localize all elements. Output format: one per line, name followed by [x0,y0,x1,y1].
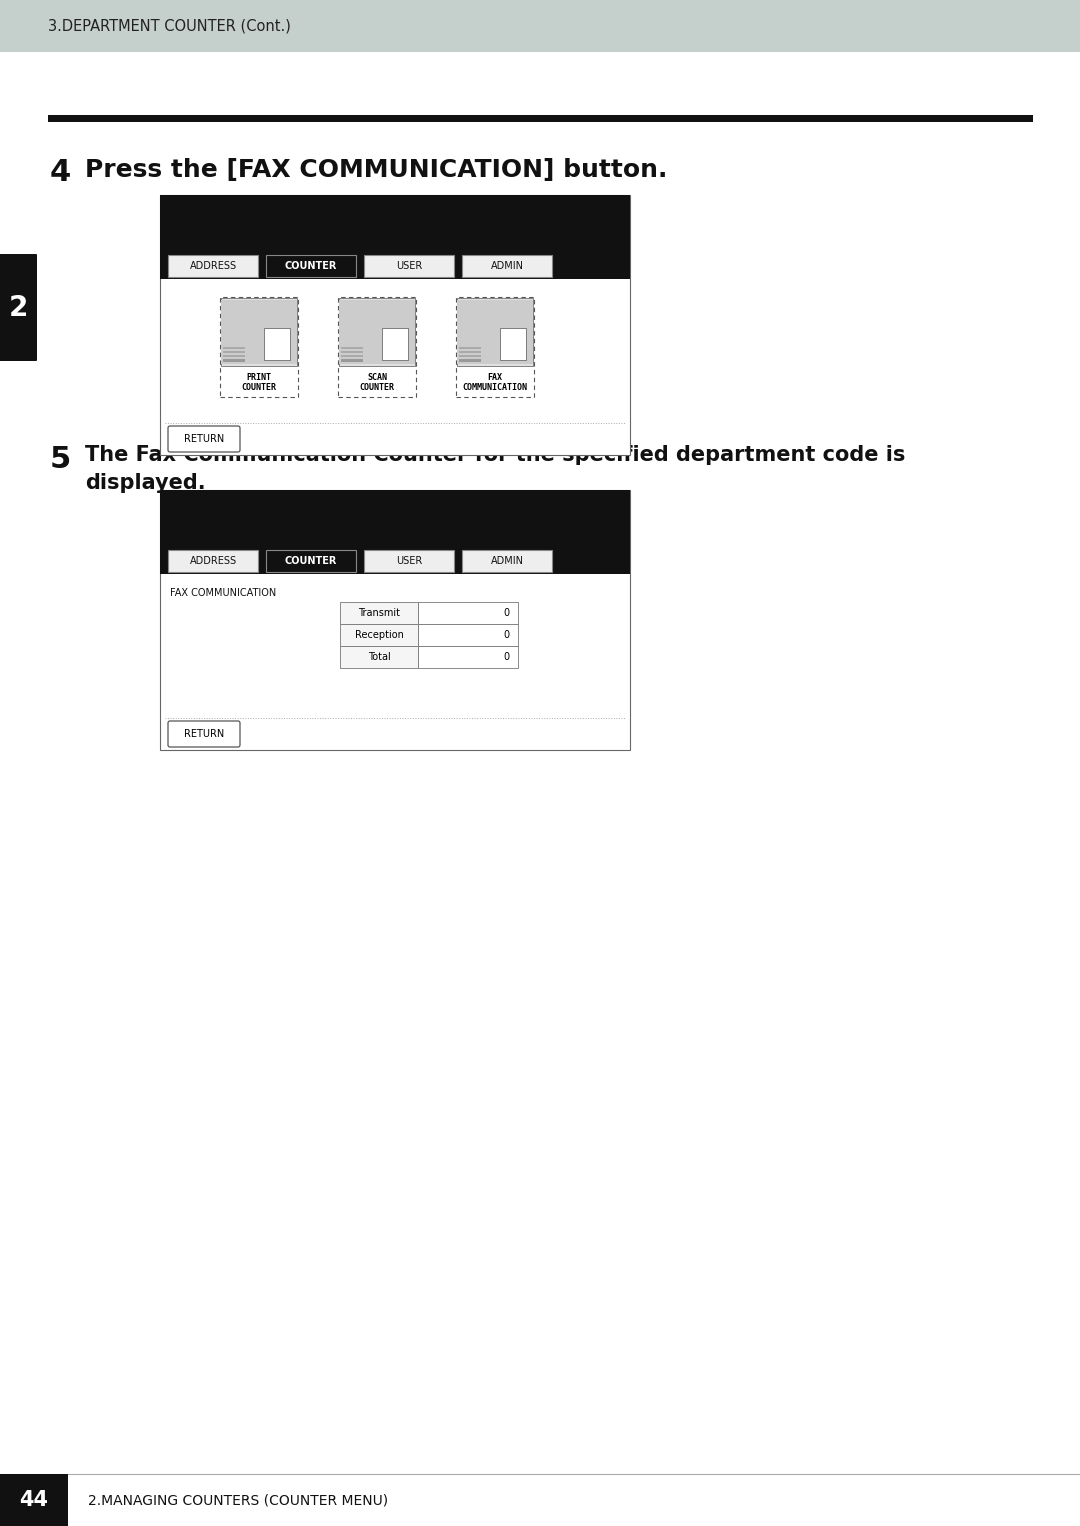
Bar [222,346,245,349]
Bar [160,195,630,253]
Text: SCAN: SCAN [367,372,387,382]
Bar [160,548,630,574]
Bar [264,328,291,360]
Bar [418,601,518,624]
Bar [462,549,552,572]
Bar [418,645,518,668]
Bar [418,624,518,645]
Bar [340,645,418,668]
Bar [0,0,1080,52]
Bar [222,351,245,353]
Text: 2.MANAGING COUNTERS (COUNTER MENU): 2.MANAGING COUNTERS (COUNTER MENU) [87,1492,388,1508]
Bar [341,346,363,349]
Bar [0,1474,68,1526]
Bar [382,328,408,360]
Text: 2: 2 [9,293,28,322]
Bar [457,298,534,366]
Bar [459,359,481,362]
Text: FAX: FAX [487,372,502,382]
Text: COMMUNICATION: COMMUNICATION [462,383,527,392]
Bar [222,356,245,357]
Bar [160,490,630,749]
Bar [220,298,298,397]
Bar [459,351,481,353]
Text: PRINT: PRINT [246,372,271,382]
Bar [341,356,363,357]
Text: displayed.: displayed. [85,473,205,493]
Text: ADMIN: ADMIN [490,261,524,272]
Text: The Fax Communication Counter for the specified department code is: The Fax Communication Counter for the sp… [85,446,905,465]
Text: FAX COMMUNICATION: FAX COMMUNICATION [170,588,276,598]
Bar [221,301,297,365]
Bar [456,298,534,397]
Text: Press the [FAX COMMUNICATION] button.: Press the [FAX COMMUNICATION] button. [85,159,667,182]
Text: Total: Total [367,652,390,662]
Text: 0: 0 [504,630,510,639]
Bar [160,195,630,455]
Text: USER: USER [396,555,422,566]
Bar [364,255,454,278]
Bar [340,624,418,645]
Bar [266,549,356,572]
Text: Reception: Reception [354,630,404,639]
Bar [339,298,415,366]
Bar [222,359,245,362]
Bar [48,114,1032,122]
Bar [339,301,415,365]
Text: 44: 44 [19,1489,49,1511]
Text: COUNTER: COUNTER [285,261,337,272]
Bar [0,1474,1080,1526]
Text: 3.DEPARTMENT COUNTER (Cont.): 3.DEPARTMENT COUNTER (Cont.) [48,18,291,34]
Bar [364,549,454,572]
Bar [168,255,258,278]
Bar [457,301,534,365]
Text: 0: 0 [504,607,510,618]
Bar [341,351,363,353]
Bar [160,253,630,279]
Bar [266,255,356,278]
Text: ADDRESS: ADDRESS [189,555,237,566]
Bar [338,298,416,397]
Text: Transmit: Transmit [357,607,400,618]
FancyBboxPatch shape [0,253,37,362]
Bar [341,359,363,362]
Bar [168,549,258,572]
Text: RETURN: RETURN [184,729,225,739]
Text: 4: 4 [50,159,71,188]
FancyBboxPatch shape [168,720,240,748]
Bar [459,356,481,357]
Bar [340,601,418,624]
Text: ADMIN: ADMIN [490,555,524,566]
Bar [459,346,481,349]
Bar [160,490,630,548]
Bar [462,255,552,278]
Text: COUNTER: COUNTER [242,383,276,392]
Text: RETURN: RETURN [184,433,225,444]
Text: COUNTER: COUNTER [360,383,394,392]
FancyBboxPatch shape [168,426,240,452]
Text: ADDRESS: ADDRESS [189,261,237,272]
Text: COUNTER: COUNTER [285,555,337,566]
Text: USER: USER [396,261,422,272]
Bar [221,298,297,366]
Text: 0: 0 [504,652,510,662]
Text: 5: 5 [50,446,71,475]
Bar [500,328,526,360]
